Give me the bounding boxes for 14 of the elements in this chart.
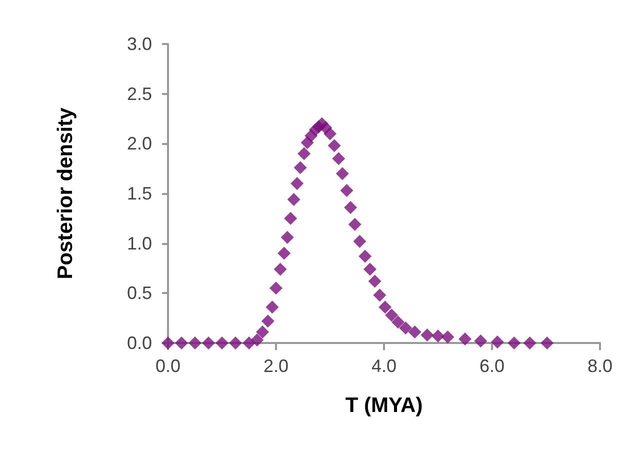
y-tick-label: 1.5	[126, 184, 152, 204]
x-tick-label: 6.0	[479, 356, 505, 376]
y-tick-label: 3.0	[126, 34, 152, 54]
x-tick-label: 0.0	[155, 356, 181, 376]
x-tick-label: 2.0	[263, 356, 289, 376]
x-tick-label: 4.0	[371, 356, 397, 376]
y-tick-label: 0.0	[126, 333, 152, 353]
x-axis-title: T (MYA)	[345, 394, 423, 417]
y-axis-title: Posterior density	[54, 107, 77, 280]
y-tick-label: 1.0	[126, 233, 152, 254]
x-tick-label: 8.0	[587, 356, 613, 376]
y-tick-label: 0.5	[126, 283, 152, 304]
y-tick-label: 2.5	[126, 84, 152, 104]
y-tick-label: 2.0	[126, 134, 152, 154]
